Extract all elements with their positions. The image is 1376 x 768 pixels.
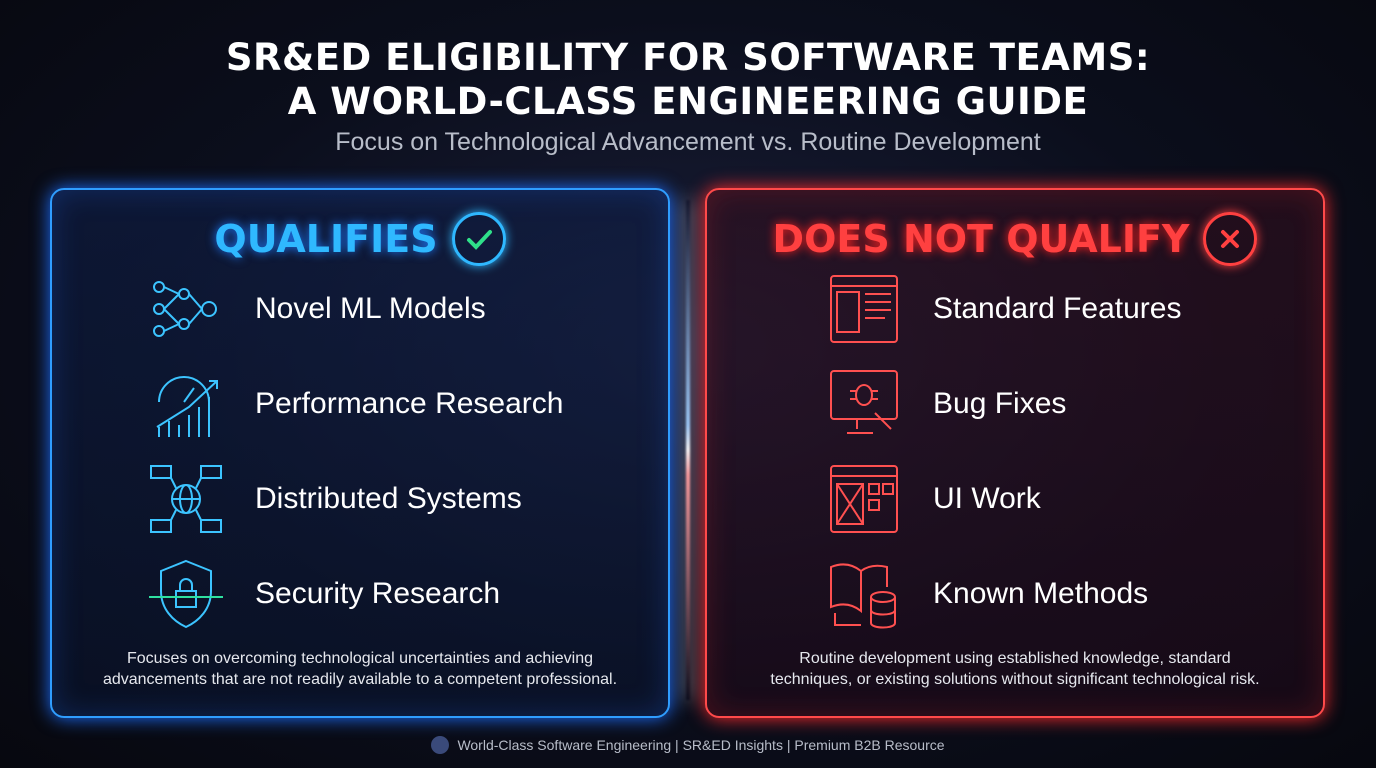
qualifies-heading-text: QUALIFIES (214, 217, 438, 261)
glowing-divider (686, 200, 690, 700)
item-label: Distributed Systems (255, 482, 522, 515)
logo-icon (431, 736, 450, 754)
item-label: UI Work (933, 482, 1041, 515)
not-qualify-heading: DOES NOT QUALIFY (707, 212, 1323, 266)
item-label: Security Research (255, 577, 501, 610)
item-label: Bug Fixes (933, 387, 1067, 420)
x-circle-icon (1203, 212, 1258, 266)
title-line-1: SR&ED ELIGIBILITY FOR SOFTWARE TEAMS: (225, 36, 1151, 79)
not-qualify-item: Known Methods (825, 555, 1148, 633)
not-qualify-heading-text: DOES NOT QUALIFY (772, 217, 1190, 261)
subtitle: Focus on Technological Advancement vs. R… (335, 128, 1041, 156)
browser-layout-icon (825, 270, 903, 348)
qualifies-heading: QUALIFIES (52, 212, 668, 266)
neural-network-icon (147, 270, 225, 348)
shield-lock-icon (147, 555, 225, 633)
not-qualify-item: Bug Fixes (825, 365, 1066, 443)
item-label: Performance Research (255, 387, 564, 420)
not-qualify-panel: DOES NOT QUALIFY Standard Features Bug F… (705, 188, 1325, 718)
qualifies-item: Distributed Systems (147, 460, 522, 538)
ui-wireframe-icon (825, 460, 903, 538)
qualifies-description: Focuses on overcoming technological unce… (52, 648, 668, 690)
gauge-chart-icon (147, 365, 225, 443)
qualifies-panel: QUALIFIES Novel ML Models Performance Re… (50, 188, 670, 718)
not-qualify-description: Routine development using established kn… (707, 648, 1323, 690)
qualifies-item: Security Research (147, 555, 500, 633)
check-circle-icon (451, 212, 506, 266)
qualifies-item: Novel ML Models (147, 270, 486, 348)
book-database-icon (825, 555, 903, 633)
not-qualify-item: Standard Features (825, 270, 1181, 348)
description-line: techniques, or existing solutions withou… (770, 671, 1260, 688)
page-title: SR&ED ELIGIBILITY FOR SOFTWARE TEAMS: A … (0, 36, 1376, 124)
globe-network-icon (147, 460, 225, 538)
description-line: Routine development using established kn… (799, 650, 1231, 667)
monitor-bug-icon (825, 365, 903, 443)
item-label: Known Methods (933, 577, 1149, 610)
description-line: advancements that are not readily availa… (102, 671, 618, 688)
footer: World-Class Software Engineering | SR&ED… (0, 736, 1376, 754)
description-line: Focuses on overcoming technological unce… (126, 650, 594, 667)
not-qualify-item: UI Work (825, 460, 1041, 538)
item-label: Standard Features (933, 292, 1182, 325)
qualifies-item: Performance Research (147, 365, 563, 443)
footer-text: World-Class Software Engineering | SR&ED… (457, 737, 945, 753)
item-label: Novel ML Models (255, 292, 486, 325)
title-line-2: A WORLD-CLASS ENGINEERING GUIDE (287, 80, 1089, 123)
